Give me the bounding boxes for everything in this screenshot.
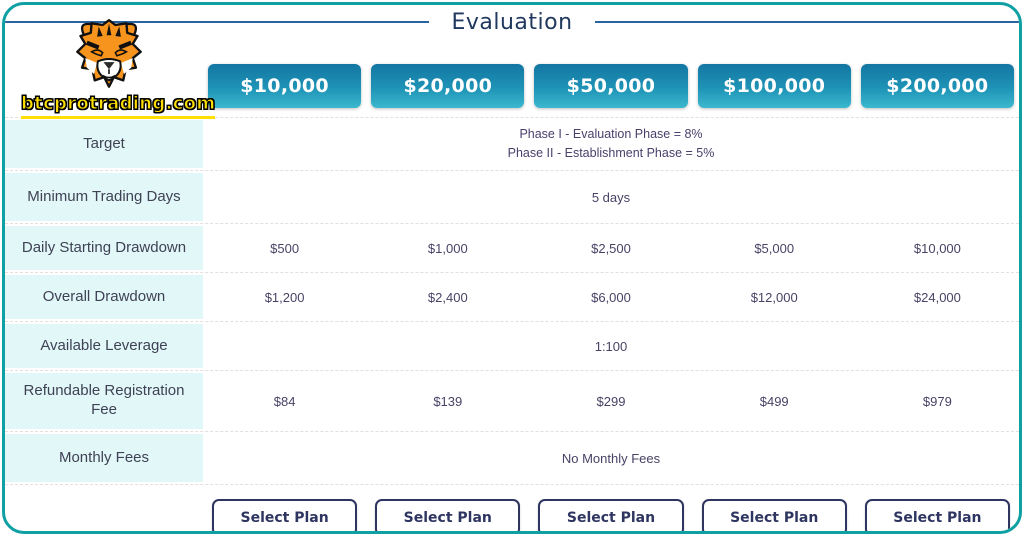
select-plan-button-200000[interactable]: Select Plan <box>864 499 1010 531</box>
plan-header-button-200000[interactable]: $200,000 <box>860 64 1014 108</box>
title-rule-right <box>594 21 1019 23</box>
row-label: Overall Drawdown <box>5 275 203 319</box>
plan-header-button-100000[interactable]: $100,000 <box>697 64 851 108</box>
row-value-span: No Monthly Fees <box>561 450 661 466</box>
phase-1-text: Phase I - Evaluation Phase = 8% <box>519 127 703 142</box>
comparison-table: Target Phase I - Evaluation Phase = 8% P… <box>5 117 1019 485</box>
table-row-daily-starting-drawdown: Daily Starting Drawdown $500 $1,000 $2,5… <box>5 224 1019 273</box>
tiger-icon <box>76 18 142 88</box>
row-value: $500 <box>270 240 300 256</box>
page-title: Evaluation <box>451 9 573 35</box>
plan-header-row: $10,000 $20,000 $50,000 $100,000 $200,00… <box>5 64 1019 108</box>
title-row: Evaluation <box>5 8 1019 36</box>
row-value-span: 5 days <box>591 189 631 205</box>
row-value: $979 <box>922 393 952 409</box>
table-row-minimum-trading-days: Minimum Trading Days 5 days <box>5 171 1019 224</box>
row-label: Minimum Trading Days <box>5 173 203 221</box>
row-label: Target <box>5 120 203 168</box>
plan-header-button-10000[interactable]: $10,000 <box>208 64 362 108</box>
row-value: $2,400 <box>427 289 468 305</box>
row-label: Monthly Fees <box>5 434 203 482</box>
row-value: $5,000 <box>754 240 795 256</box>
row-value: $139 <box>433 393 463 409</box>
title-rule-left <box>5 21 430 23</box>
select-plan-button-20000[interactable]: Select Plan <box>375 499 521 531</box>
row-value: $299 <box>596 393 626 409</box>
row-value: $1,200 <box>264 289 305 305</box>
plan-header-button-50000[interactable]: $50,000 <box>534 64 688 108</box>
table-row-monthly-fees: Monthly Fees No Monthly Fees <box>5 432 1019 485</box>
row-value: $6,000 <box>591 289 631 305</box>
row-value-span: 1:100 <box>594 338 628 354</box>
select-plan-row: Select Plan Select Plan Select Plan Sele… <box>5 485 1019 531</box>
table-row-refundable-registration-fee: Refundable Registration Fee $84 $139 $29… <box>5 371 1019 432</box>
plan-header-button-20000[interactable]: $20,000 <box>371 64 525 108</box>
row-value: $24,000 <box>913 289 961 305</box>
row-value: $84 <box>273 393 296 409</box>
table-row-overall-drawdown: Overall Drawdown $1,200 $2,400 $6,000 $1… <box>5 273 1019 322</box>
row-value-span: Phase I - Evaluation Phase = 8% Phase II… <box>203 118 1019 170</box>
row-label: Available Leverage <box>5 324 203 368</box>
row-value: $10,000 <box>913 240 961 256</box>
row-label: Refundable Registration Fee <box>5 373 203 429</box>
site-logo: btcprotrading.com <box>20 17 216 119</box>
table-row-available-leverage: Available Leverage 1:100 <box>5 322 1019 371</box>
row-value: $12,000 <box>750 289 798 305</box>
table-row-target: Target Phase I - Evaluation Phase = 8% P… <box>5 118 1019 171</box>
row-label: Daily Starting Drawdown <box>5 226 203 270</box>
row-value: $1,000 <box>427 240 468 256</box>
row-value: $499 <box>759 393 789 409</box>
row-value: $2,500 <box>591 240 631 256</box>
select-plan-button-100000[interactable]: Select Plan <box>701 499 847 531</box>
phase-2-text: Phase II - Establishment Phase = 5% <box>507 146 715 160</box>
select-plan-button-50000[interactable]: Select Plan <box>538 499 684 531</box>
footer-spacer <box>5 499 203 531</box>
select-plan-button-10000[interactable]: Select Plan <box>212 499 358 531</box>
logo-site-name: btcprotrading.com <box>20 93 216 119</box>
